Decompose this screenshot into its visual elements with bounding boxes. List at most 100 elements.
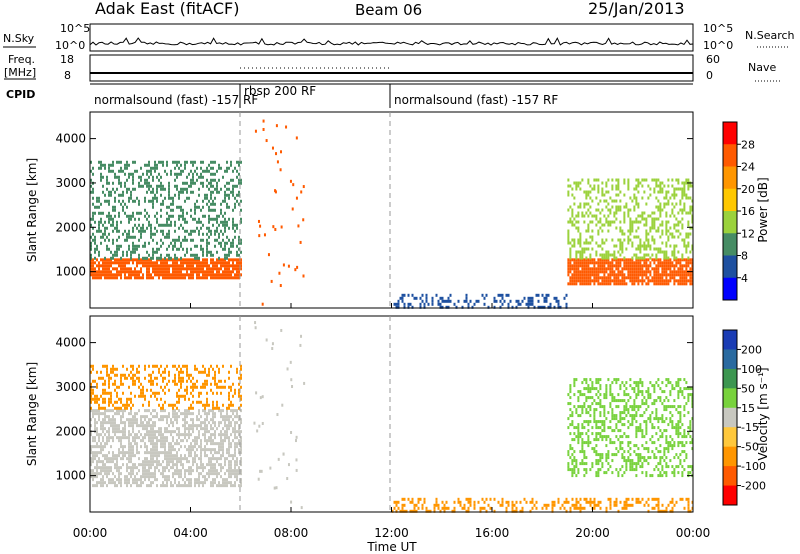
heatmap-cell <box>589 211 592 215</box>
heatmap-cell <box>238 276 240 280</box>
heatmap-cell <box>595 208 598 212</box>
heatmap-cell <box>236 370 238 374</box>
heatmap-cell <box>206 478 208 482</box>
heatmap-cell <box>569 447 572 451</box>
heatmap-cell <box>198 193 200 197</box>
heatmap-cell <box>104 412 106 416</box>
heatmap-cell <box>218 163 220 167</box>
heatmap-cell <box>295 136 298 140</box>
heatmap-cell <box>627 261 630 265</box>
heatmap-cell <box>188 376 190 380</box>
heatmap-cell <box>575 474 578 478</box>
heatmap-cell <box>218 214 220 218</box>
heatmap-cell <box>106 247 108 251</box>
heatmap-cell <box>226 436 228 440</box>
heatmap-cell <box>154 472 156 476</box>
heatmap-cell <box>653 279 656 283</box>
heatmap-cell <box>631 199 634 203</box>
heatmap-cell <box>214 208 216 212</box>
heatmap-cell <box>180 205 182 209</box>
heatmap-cell <box>691 261 694 265</box>
heatmap-cell <box>513 503 516 507</box>
heatmap-cell <box>443 509 446 513</box>
heatmap-cell <box>421 503 424 507</box>
heatmap-cell <box>605 250 608 254</box>
heatmap-cell <box>92 166 94 170</box>
heatmap-cell <box>204 466 206 470</box>
heatmap-cell <box>587 247 590 251</box>
heatmap-cell <box>112 481 114 485</box>
heatmap-cell <box>599 468 602 472</box>
heatmap-cell <box>194 460 196 464</box>
heatmap-cell <box>609 223 612 227</box>
heatmap-cell <box>208 373 210 377</box>
heatmap-cell <box>210 232 212 236</box>
heatmap-cell <box>196 244 198 248</box>
heatmap-cell <box>158 256 160 260</box>
heatmap-cell <box>597 282 600 286</box>
heatmap-cell <box>240 220 242 224</box>
heatmap-cell <box>551 506 554 510</box>
heatmap-cell <box>591 402 594 406</box>
heatmap-cell <box>617 264 620 268</box>
heatmap-cell <box>178 457 180 461</box>
heatmap-cell <box>499 299 502 303</box>
heatmap-cell <box>126 457 128 461</box>
heatmap-cell <box>579 414 582 418</box>
heatmap-cell <box>174 270 176 274</box>
heatmap-cell <box>106 175 108 179</box>
heatmap-cell <box>150 427 152 431</box>
heatmap-cell <box>683 202 686 206</box>
heatmap-cell <box>168 448 170 452</box>
heatmap-cell <box>585 378 588 382</box>
heatmap-cell <box>202 247 204 251</box>
heatmap-cell <box>192 376 194 380</box>
heatmap-cell <box>124 436 126 440</box>
heatmap-cell <box>617 405 620 409</box>
heatmap-cell <box>208 412 210 416</box>
heatmap-cell <box>631 241 634 245</box>
heatmap-cell <box>581 273 584 277</box>
heatmap-cell <box>174 379 176 383</box>
heatmap-cell <box>625 408 628 412</box>
heatmap-cell <box>527 305 530 309</box>
heatmap-cell <box>649 396 652 400</box>
heatmap-cell <box>653 387 656 391</box>
heatmap-cell <box>601 241 604 245</box>
heatmap-cell <box>212 376 214 380</box>
heatmap-cell <box>601 270 604 274</box>
heatmap-cell <box>116 160 118 164</box>
heatmap-cell <box>182 211 184 215</box>
heatmap-cell <box>583 282 586 286</box>
heatmap-cell <box>445 299 448 303</box>
heatmap-cell <box>144 442 146 446</box>
heatmap-cell <box>138 463 140 467</box>
heatmap-cell <box>156 267 158 271</box>
heatmap-cell <box>228 397 230 401</box>
heatmap-cell <box>156 454 158 458</box>
heatmap-cell <box>665 261 668 265</box>
heatmap-cell <box>585 270 588 274</box>
heatmap-cell <box>208 421 210 425</box>
heatmap-cell <box>607 276 610 280</box>
heatmap-cell <box>104 226 106 230</box>
heatmap-cell <box>587 276 590 280</box>
heatmap-cell <box>617 270 620 274</box>
heatmap-cell <box>633 402 636 406</box>
heatmap-cell <box>687 235 690 239</box>
heatmap-cell <box>118 412 120 416</box>
heatmap-cell <box>174 241 176 245</box>
heatmap-cell <box>112 229 114 233</box>
heatmap-cell <box>170 418 172 422</box>
heatmap-cell <box>625 435 628 439</box>
heatmap-cell <box>114 412 116 416</box>
heatmap-cell <box>236 478 238 482</box>
heatmap-cell <box>132 403 134 407</box>
heatmap-cell <box>180 169 182 173</box>
heatmap-cell <box>212 412 214 416</box>
heatmap-cell <box>643 247 646 251</box>
heatmap-cell <box>100 258 102 262</box>
heatmap-cell <box>100 241 102 245</box>
heatmap-cell <box>220 454 222 458</box>
heatmap-cell <box>603 411 606 415</box>
